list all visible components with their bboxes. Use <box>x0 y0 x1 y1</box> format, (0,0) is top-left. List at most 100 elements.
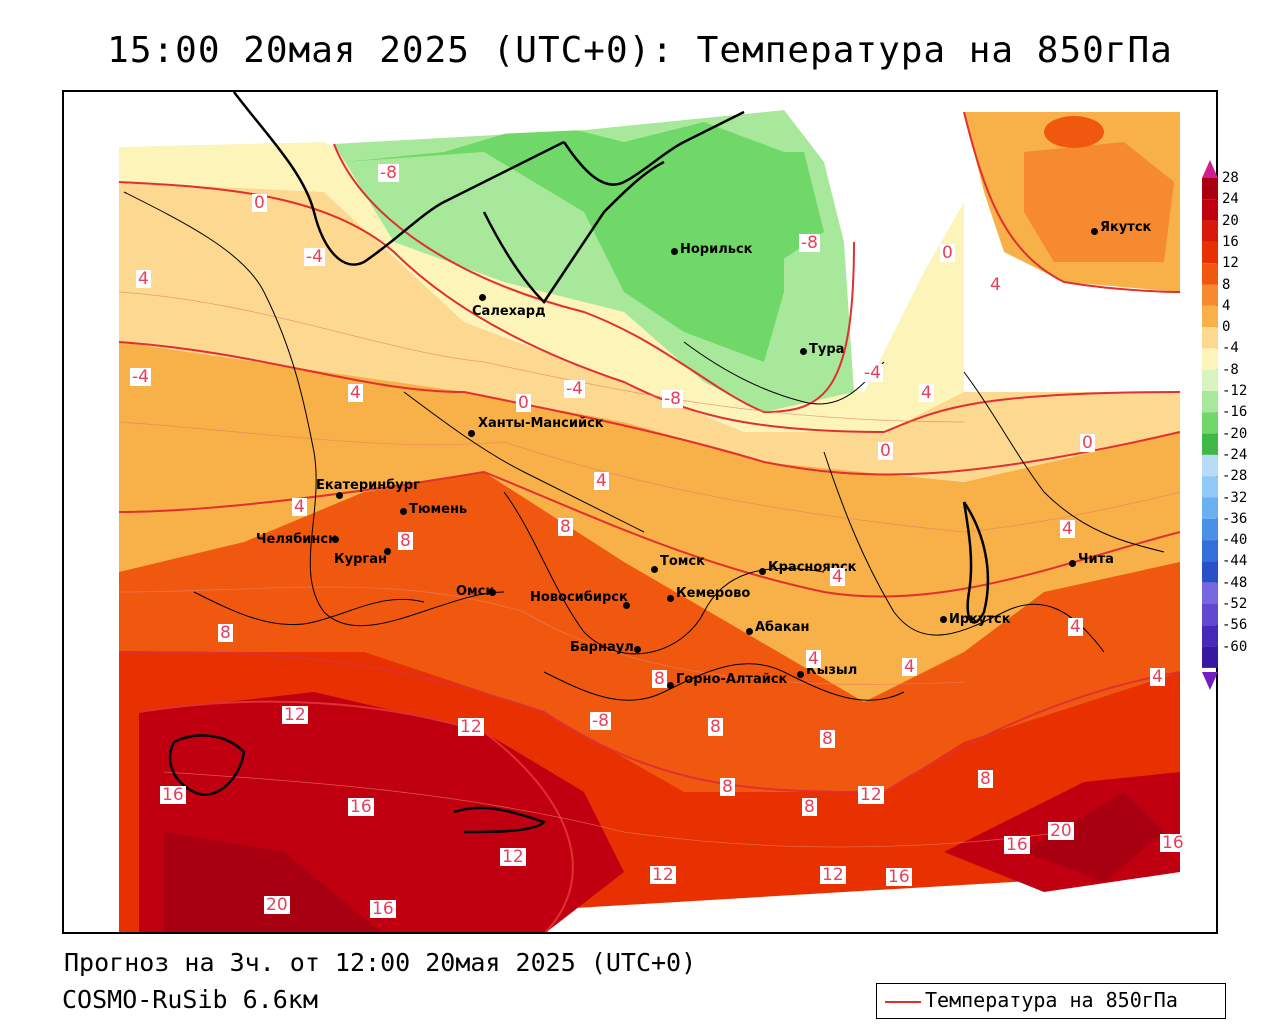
city-label-ekaterinburg: Екатеринбург <box>316 478 420 493</box>
isoline-label: 8 <box>720 777 735 797</box>
color-scale-label: -48 <box>1222 574 1248 591</box>
city-label-omsk: Омск <box>456 584 495 599</box>
color-scale-cell <box>1202 518 1218 541</box>
coastline <box>168 92 990 834</box>
isoline-label: -4 <box>304 247 325 267</box>
isoline-label: 8 <box>558 517 573 537</box>
isoline-label: 16 <box>1160 833 1186 853</box>
isoline-label: 4 <box>988 275 1003 295</box>
isoline-label: -8 <box>662 389 683 409</box>
map-outside-domain <box>64 92 119 932</box>
color-scale-label: -24 <box>1222 446 1248 463</box>
city-label-chelyabinsk: Челябинск <box>256 532 337 547</box>
city-dot-tomsk <box>651 566 658 573</box>
color-scale-cell <box>1202 220 1218 242</box>
color-scale-label: -32 <box>1222 489 1248 506</box>
city-dot-gorno-altaysk <box>667 682 674 689</box>
field-zone-minus16 <box>644 152 824 272</box>
isoline-label: -4 <box>130 367 151 387</box>
color-scale-label: 16 <box>1222 233 1239 250</box>
isoline-label: 12 <box>650 865 676 885</box>
color-scale-label: -44 <box>1222 553 1248 570</box>
color-scale-label: -16 <box>1222 404 1248 421</box>
color-scale-cell <box>1202 604 1218 626</box>
city-dot-irkutsk <box>940 616 947 623</box>
city-dot-novosibirsk <box>623 602 630 609</box>
color-scale-cell <box>1202 391 1218 413</box>
city-label-barnaul: Барнаул <box>570 640 634 655</box>
city-label-salekhard: Салехард <box>472 304 546 319</box>
isoline-label: 12 <box>500 847 526 867</box>
isoline-label: -8 <box>590 711 611 731</box>
color-scale-cell <box>1202 241 1218 264</box>
isoline-label: 16 <box>886 867 912 887</box>
color-scale-label: -12 <box>1222 383 1248 399</box>
isoline-label: 8 <box>820 729 835 749</box>
city-label-kemerovo: Кемерово <box>676 586 751 601</box>
color-scale-label: 4 <box>1222 297 1231 314</box>
color-scale-label: 20 <box>1222 212 1239 229</box>
isoline-label: 4 <box>292 497 307 517</box>
city-label-khanty: Ханты-Мансийск <box>478 416 604 431</box>
color-scale-label: 28 <box>1222 170 1239 186</box>
isoline-label: -4 <box>564 379 585 399</box>
city-label-tura: Тура <box>809 342 845 357</box>
isoline-label: 16 <box>160 785 186 805</box>
city-dot-ekaterinburg <box>336 492 343 499</box>
isoline-label: 0 <box>940 243 955 263</box>
isoline-label: 16 <box>348 797 374 817</box>
isoline-label: 4 <box>1060 519 1075 539</box>
isoline-label: -8 <box>799 233 820 253</box>
city-dot-tyumen <box>400 508 407 515</box>
color-scale-label: 8 <box>1222 276 1231 293</box>
color-scale-cell <box>1202 625 1218 647</box>
city-label-tomsk: Томск <box>660 554 705 569</box>
field-zone-east-hot <box>1024 142 1174 262</box>
color-scale-cell <box>1202 263 1218 285</box>
color-scale-cell <box>1202 348 1218 370</box>
color-scale-label: -36 <box>1222 510 1248 527</box>
city-dot-yakutsk <box>1091 228 1098 235</box>
isoline-label: 8 <box>652 669 667 689</box>
model-info: COSMO-RuSib 6.6км <box>62 985 318 1014</box>
city-dot-khanty <box>468 430 475 437</box>
isoline-label: 4 <box>136 269 151 289</box>
color-scale-cell <box>1202 454 1218 477</box>
isoline-label: 8 <box>802 797 817 817</box>
color-scale-cell <box>1202 582 1218 604</box>
color-scale-cell <box>1202 284 1218 306</box>
isoline-label: 12 <box>858 785 884 805</box>
color-scale: 28 24 20 16 12 8 4 0 -4 -8 -12 -16 -20 -24 -28 -32 -36 -4… <box>1200 160 1280 690</box>
color-scale-label: -60 <box>1222 638 1248 655</box>
color-scale-label: -40 <box>1222 532 1248 549</box>
color-scale-label: -20 <box>1222 425 1248 442</box>
city-label-gorno-altaysk: Горно-Алтайск <box>676 672 788 687</box>
city-dot-tura <box>800 348 807 355</box>
legend-label: Температура на 850гПа <box>925 988 1178 1012</box>
color-scale-cell <box>1202 369 1218 391</box>
isoline-label: 8 <box>708 717 723 737</box>
isoline-label: 4 <box>919 383 934 403</box>
city-dot-kemerovo <box>667 595 674 602</box>
color-scale-label: -52 <box>1222 596 1248 612</box>
isoline-label: 12 <box>820 865 846 885</box>
legend-line-swatch <box>885 1001 921 1003</box>
isoline-label: 20 <box>264 895 290 915</box>
field-zone-0to4 <box>119 182 1180 482</box>
isoline-label: 4 <box>1068 617 1083 637</box>
isoline-label: 8 <box>978 769 993 789</box>
city-dot-chita <box>1069 560 1076 567</box>
field-zone-4to8 <box>119 322 1180 702</box>
city-dot-chelyabinsk <box>332 536 339 543</box>
city-label-norilsk: Норильск <box>680 242 753 257</box>
isoline-label: 4 <box>348 383 363 403</box>
color-scale-cell <box>1202 412 1218 434</box>
isoline-label: 4 <box>594 471 609 491</box>
city-dot-abakan <box>746 628 753 635</box>
map-outside-domain-top <box>119 92 1180 147</box>
color-scale-cell <box>1202 646 1218 668</box>
map-title: 15:00 20мая 2025 (UTC+0): Температура на… <box>107 30 1173 71</box>
field-zone-20plus-east <box>1024 792 1164 882</box>
isoline-label: -4 <box>862 363 883 383</box>
color-scale-label: -8 <box>1222 361 1239 378</box>
